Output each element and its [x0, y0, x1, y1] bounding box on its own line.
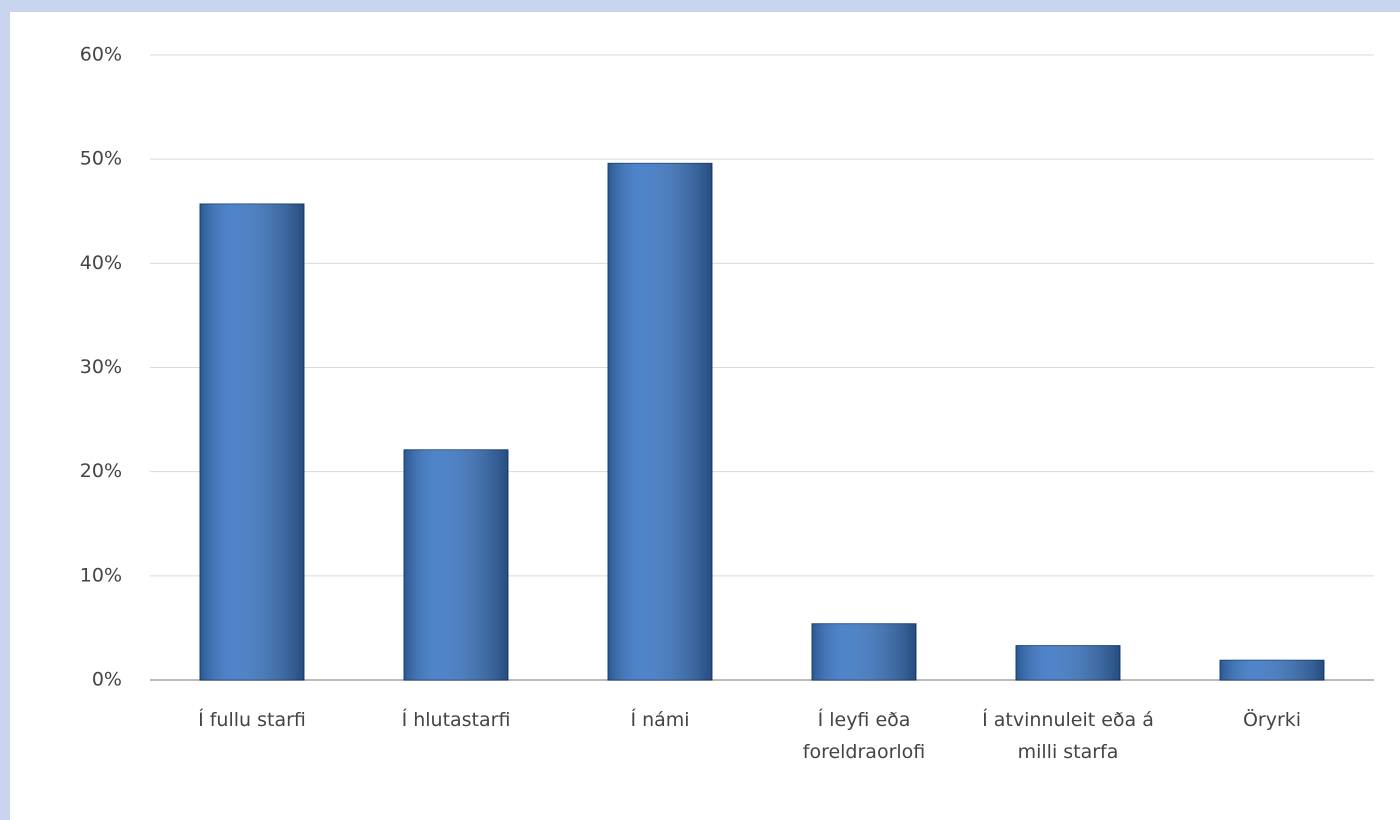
bar: [1219, 659, 1325, 681]
x-tick-label: Öryrki: [1242, 709, 1302, 731]
x-tick-label: Í leyfi eða foreldraorlofi: [802, 709, 926, 763]
x-tick-label: Í atvinnuleit eða á milli starfa: [982, 709, 1154, 763]
y-tick-label: 60%: [80, 44, 122, 66]
y-tick-label: 0%: [92, 669, 122, 691]
x-tick-label: Í námi: [630, 709, 690, 731]
bar: [1015, 645, 1121, 681]
y-tick-label: 20%: [80, 460, 122, 482]
bar: [607, 162, 713, 681]
y-tick-label: 30%: [80, 356, 122, 378]
y-tick-label: 10%: [80, 564, 122, 586]
bar: [199, 203, 305, 681]
bar: [403, 449, 509, 681]
x-tick-label: Í fullu starfi: [198, 709, 306, 731]
y-tick-label: 40%: [80, 252, 122, 274]
x-tick-label: Í hlutastarfi: [401, 709, 511, 731]
bar: [811, 623, 917, 681]
y-tick-label: 50%: [80, 148, 122, 170]
